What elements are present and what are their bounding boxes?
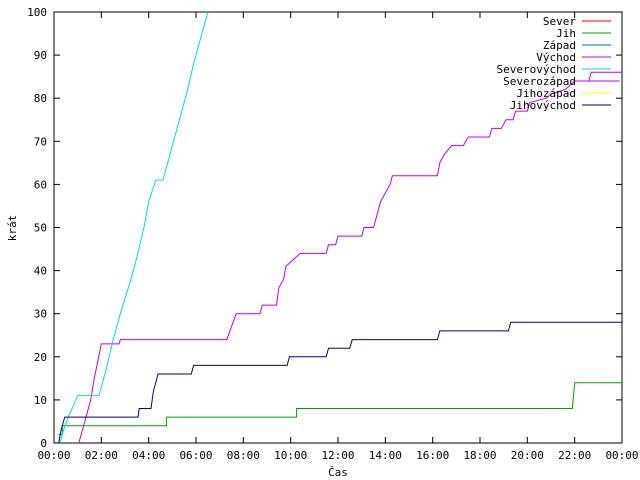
legend-label: Jihovýchod	[510, 99, 576, 112]
series-line-východ	[78, 71, 622, 443]
y-tick-label: 80	[34, 92, 47, 105]
legend-label: Východ	[536, 51, 576, 64]
x-tick-label: 10:00	[274, 449, 307, 462]
y-tick-label: 40	[34, 265, 47, 278]
series-lines	[58, 12, 622, 443]
legend-label: Severovýchod	[497, 63, 576, 76]
x-tick-label: 06:00	[179, 449, 212, 462]
x-tick-label: 00:00	[37, 449, 70, 462]
legend: SeverJihZápadVýchodSeverovýchodSeverozáp…	[497, 15, 611, 112]
x-axis: 00:00 02:00 04:00 06:00 08:00 10:00 12:00 14:00…	[37, 12, 639, 462]
x-tick-label: 12:00	[321, 449, 354, 462]
y-tick-label: 90	[34, 49, 47, 62]
x-tick-label: 08:00	[227, 449, 260, 462]
x-tick-label: 18:00	[463, 449, 496, 462]
y-axis-label: krát	[6, 215, 19, 242]
x-tick-label: 14:00	[369, 449, 402, 462]
x-tick-label: 04:00	[132, 449, 165, 462]
x-tick-label: 22:00	[558, 449, 591, 462]
legend-label: Západ	[543, 39, 576, 52]
x-tick-label: 16:00	[416, 449, 449, 462]
series-line-jih	[58, 382, 622, 435]
x-axis-label: Čas	[328, 466, 348, 479]
y-tick-label: 60	[34, 178, 47, 191]
x-tick-label: 02:00	[85, 449, 118, 462]
series-line-severovýchod	[59, 12, 209, 443]
legend-label: Severozápad	[503, 75, 576, 88]
x-tick-label: 20:00	[511, 449, 544, 462]
y-tick-label: 30	[34, 308, 47, 321]
legend-label: Jihozápad	[516, 87, 576, 100]
y-tick-label: 100	[27, 6, 47, 19]
series-line-jihovýchod	[58, 321, 622, 443]
y-axis: 0 10 20 30 40 50 60 70 80 90 100	[27, 6, 622, 450]
legend-label: Sever	[543, 15, 576, 28]
legend-label: Jih	[556, 27, 576, 40]
y-tick-label: 10	[34, 394, 47, 407]
y-tick-label: 0	[40, 437, 47, 450]
x-tick-label: 00:00	[605, 449, 638, 462]
y-tick-label: 50	[34, 222, 47, 235]
y-tick-label: 70	[34, 135, 47, 148]
y-tick-label: 20	[34, 351, 47, 364]
